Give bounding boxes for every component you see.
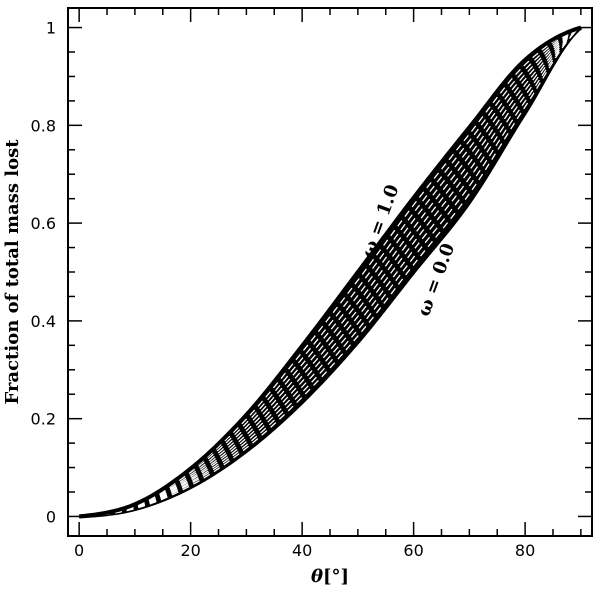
y-tick-label: 0.8 [31, 116, 56, 135]
x-tick-label: 20 [180, 541, 200, 560]
y-tick-label: 0.6 [31, 214, 56, 233]
x-tick-label: 0 [74, 541, 84, 560]
x-axis-label: θ[°] [311, 566, 349, 587]
y-tick-label: 0.4 [31, 312, 56, 331]
y-tick-label: 0.2 [31, 410, 56, 429]
curves [78, 25, 583, 519]
tick-labels: 0 20 40 60 80 0 0.2 0.4 0.6 0.8 1 [31, 19, 536, 560]
x-axis-label-symbol: θ [311, 566, 323, 587]
series-line-omega-0-7 [79, 26, 582, 518]
series-line-omega-0 [79, 26, 583, 519]
series-line-omega-1 [78, 25, 582, 519]
series-line-omega-0-3 [79, 27, 582, 518]
series-line-omega-0-5 [79, 26, 582, 518]
band-fill [78, 26, 582, 518]
x-tick-label: 40 [292, 541, 312, 560]
y-tick-label: 0 [46, 507, 56, 526]
band-area [78, 26, 582, 518]
x-tick-label: 80 [515, 541, 535, 560]
series-line-omega-0-1 [79, 27, 582, 518]
ticks [68, 8, 592, 536]
series-line-omega-0-6 [79, 26, 582, 518]
x-tick-label: 60 [403, 541, 423, 560]
series-line-omega-0-4 [79, 27, 582, 518]
series-line-omega-0-2 [79, 27, 582, 518]
y-tick-label: 1 [46, 19, 56, 38]
x-axis-label-unit: [°] [323, 566, 349, 587]
y-axis-label: Fraction of total mass lost [2, 139, 23, 405]
